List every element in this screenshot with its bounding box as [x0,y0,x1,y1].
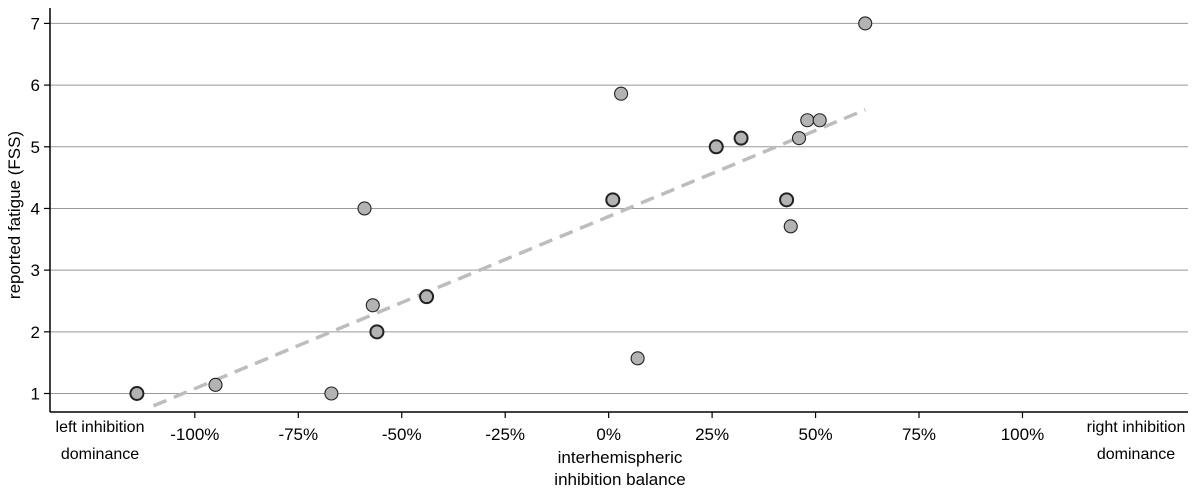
x-tick-labels: -100% -75% -50% -25% 0% 25% 50% 75% 100% [170,412,1044,444]
y-tick-label: 6 [31,76,40,95]
x-left-label-line1: left inhibition [56,419,145,436]
gridlines [50,22,1188,394]
x-tick-label: -100% [170,425,219,444]
data-point [614,86,629,101]
data-point [630,351,645,366]
x-tick-label: 50% [799,425,833,444]
x-right-label-line1: right inhibition [1087,419,1186,436]
data-point [708,139,724,155]
x-right-label-line2: dominance [1097,446,1175,463]
y-tick-labels: 1 2 3 4 5 6 7 [31,14,50,403]
x-tick-label: 100% [1001,425,1044,444]
data-point [129,385,145,401]
y-tick-label: 7 [31,14,40,33]
data-point [365,298,380,313]
x-tick-label: -50% [382,425,422,444]
data-point [208,377,223,392]
data-point [733,130,749,146]
x-axis-label-line2: inhibition balance [554,470,685,489]
data-point [324,386,339,401]
x-tick-label: -75% [278,425,318,444]
x-left-label-line2: dominance [61,446,139,463]
data-point [812,113,827,128]
data-point [357,201,372,216]
x-tick-label: 75% [902,425,936,444]
trend-line [152,108,866,408]
data-points [129,16,873,401]
data-point [783,219,798,234]
x-tick-label: 0% [596,425,621,444]
data-point [605,192,621,208]
data-point [791,131,807,146]
x-tick-label: -25% [485,425,525,444]
x-tick-label: 25% [695,425,729,444]
y-tick-label: 3 [31,261,40,280]
y-tick-label: 5 [31,138,40,157]
y-tick-label: 2 [31,323,40,342]
data-point [419,289,435,305]
y-tick-label: 4 [31,199,40,218]
y-axis-label: reported fatigue (FSS) [5,131,24,299]
data-point [779,192,795,208]
data-point [800,113,815,128]
x-axis-label-line1: interhemispheric [558,448,683,467]
y-tick-label: 1 [31,384,40,403]
data-point [369,324,385,340]
data-point [858,16,873,31]
